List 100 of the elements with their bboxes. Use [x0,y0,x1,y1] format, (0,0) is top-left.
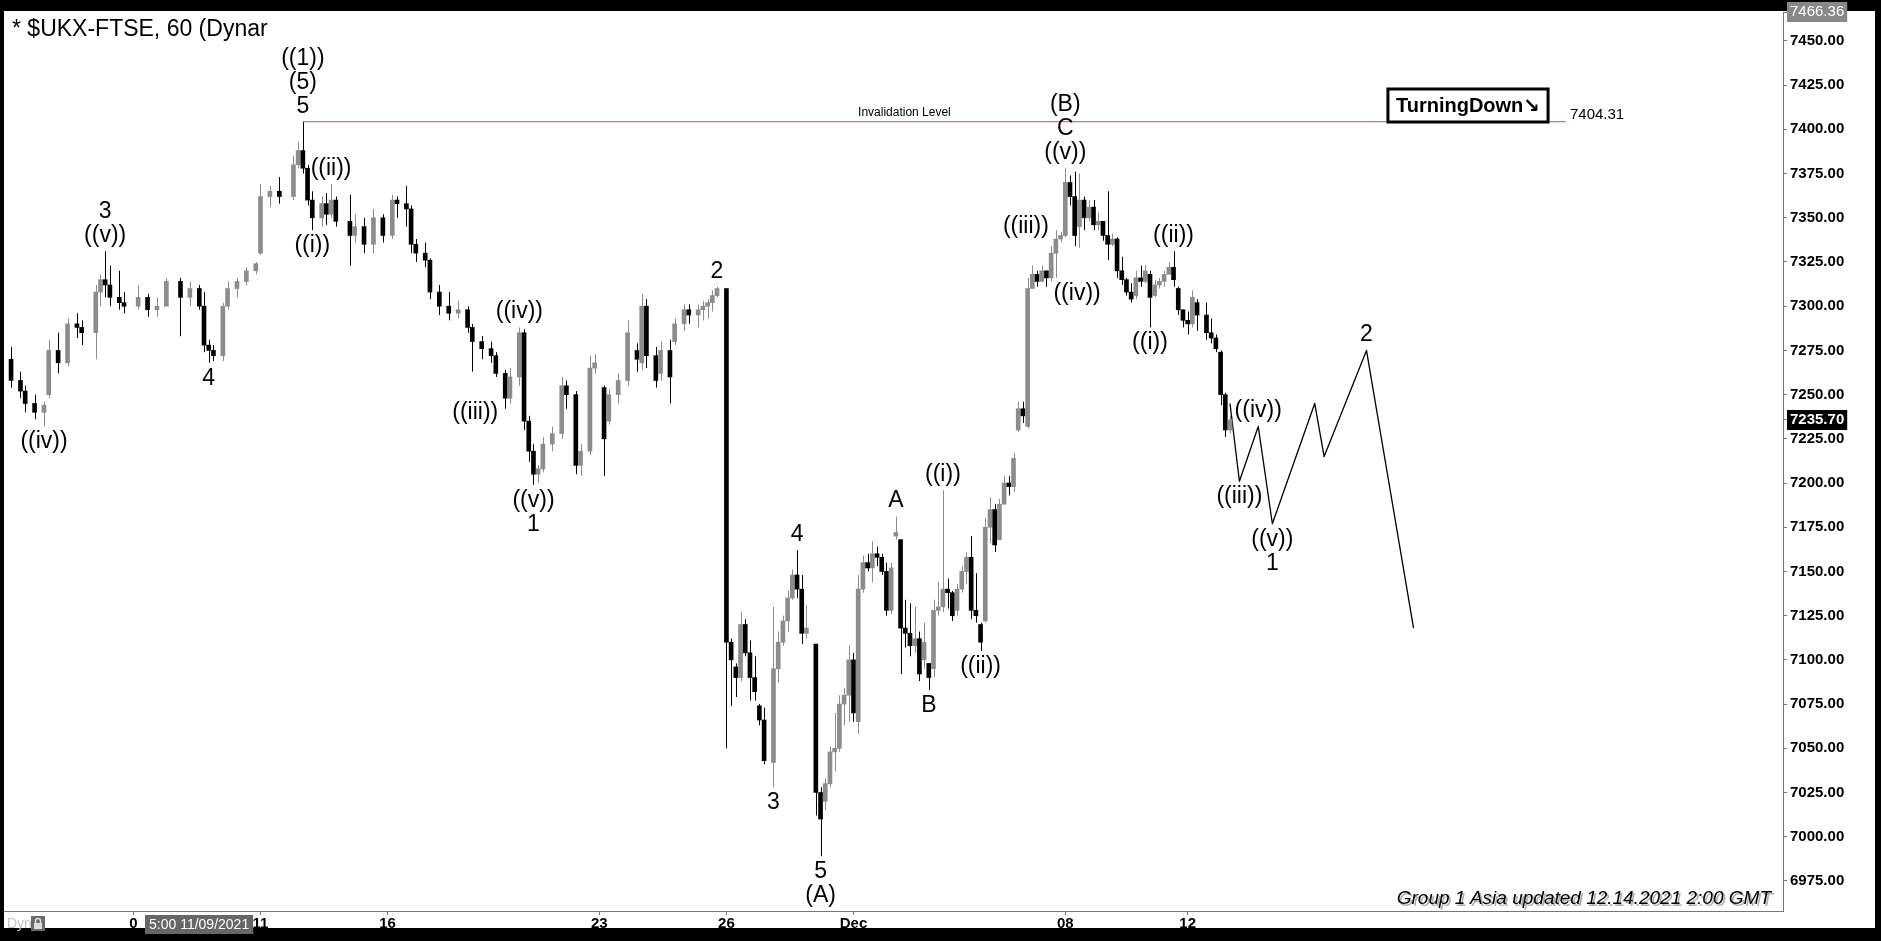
text: ((ii)) [960,651,1001,678]
candlestick [1006,475,1012,496]
candlestick [116,270,122,311]
x-tick-label: 23 [591,914,608,932]
candlestick [686,303,692,325]
candlestick [121,291,127,314]
candlestick [178,277,183,337]
candlestick [912,606,918,654]
text: 5 (A) [805,857,836,908]
x-tick-label: 08 [1056,914,1074,932]
annotation: ((v)) 1 [1251,524,1294,575]
text: 4 [790,520,804,547]
candlestick [135,284,141,311]
text: ((iv)) [20,427,68,454]
y-tick-label: 7250.00 [1790,384,1845,402]
candlestick [1128,282,1134,304]
candlestick [978,622,983,652]
y-tick-label: 7450.00 [1790,31,1845,49]
y-tick-label: 7025.00 [1790,782,1845,800]
y-tick-label: 7466.36 [1790,2,1845,20]
y-tick-label: 7300.00 [1790,296,1845,314]
candlestick [319,196,325,228]
y-tick-label: 7075.00 [1790,694,1845,712]
annotation: 7404.31 [1569,105,1625,123]
candlestick [276,176,282,205]
candlestick [926,662,932,691]
candlestick [446,291,452,321]
text: 3 ((v)) [84,197,127,248]
y-tick-label: 7175.00 [1790,517,1845,535]
y-tick-label: 7235.70 [1790,410,1845,428]
candlestick [1105,190,1110,261]
candlestick [564,379,569,410]
x-tick-label: 16 [379,914,396,932]
text: ((iii)) [1002,212,1049,238]
candlestick [333,196,339,228]
candlestick [1086,199,1092,222]
candlestick [187,280,193,307]
candlestick [634,342,640,373]
annotation: TurningDown↘ [1395,94,1541,117]
text: ((i)) [1132,328,1168,355]
text: B [921,690,937,717]
x-tick-label: Dec [839,914,868,932]
y-tick-label: 7150.00 [1790,561,1845,579]
candlestick [578,443,583,477]
text: ((i)) [925,459,961,486]
ref-line-label: Invalidation Level [858,105,951,120]
text: Dyn [7,914,32,931]
text: ((ii)) [310,154,352,181]
text: 4 [202,363,216,390]
candlestick [672,318,677,346]
chart-title: * $UKX-FTSE, 60 (Dynar [12,15,268,42]
candlestick [32,394,37,420]
text: ((iii)) [452,397,499,424]
text: 5:00 11/09/2021 [149,915,250,932]
y-tick-label: 7100.00 [1790,650,1845,668]
y-tick-label: 6975.00 [1790,871,1845,889]
y-tick-label: 7200.00 [1790,473,1845,491]
candlestick [18,371,23,399]
candlestick [615,372,621,404]
text: 2 [710,256,724,283]
candlestick [1138,265,1143,288]
text: ((1)) (5) 5 [281,43,325,118]
y-tick-label: 7325.00 [1790,252,1845,270]
candlestick [437,284,442,316]
candlestick [404,185,409,228]
annotation: Group 1 Asia updated 12.14.2021 2:00 GMT [1396,886,1773,908]
text: (B) C ((v)) [1044,90,1087,165]
x-tick-label: 0 [129,914,138,932]
candlestick [145,293,150,318]
annotation: ((iii)) [1216,482,1263,509]
candlestick [658,341,663,381]
text: ((iv)) [495,297,543,324]
candlestick [1015,401,1021,433]
text: ((i)) [294,231,331,257]
text: A [888,486,904,513]
text: ((v)) 1 [512,485,555,536]
candlestick [479,335,485,360]
candlestick [695,303,701,328]
y-tick-label: 7125.00 [1790,605,1845,623]
y-tick-label: 7000.00 [1790,826,1845,844]
y-tick-label: 7275.00 [1790,340,1845,358]
candlestick [757,703,762,726]
text: ((ii)) [1153,221,1194,248]
y-tick-label: 7350.00 [1790,207,1845,225]
y-tick-label: 7425.00 [1790,75,1845,93]
text: 3 [767,788,780,815]
candlestick [22,385,28,413]
y-tick-label: 7050.00 [1790,738,1845,756]
candlestick [804,604,809,640]
x-tick-label: 11 [252,914,269,932]
y-tick-label: 7225.00 [1790,428,1845,446]
x-tick-label: 12 [1179,914,1196,932]
annotation: ((iv)) [1234,396,1282,423]
text: ((iv)) [1053,278,1101,305]
annotation: 2 [1360,320,1373,347]
y-tick-label: 7400.00 [1790,119,1845,137]
candlestick [1208,318,1214,344]
y-tick-label: 7375.00 [1790,163,1845,181]
candlestick [549,425,555,452]
candlestick [102,250,108,298]
